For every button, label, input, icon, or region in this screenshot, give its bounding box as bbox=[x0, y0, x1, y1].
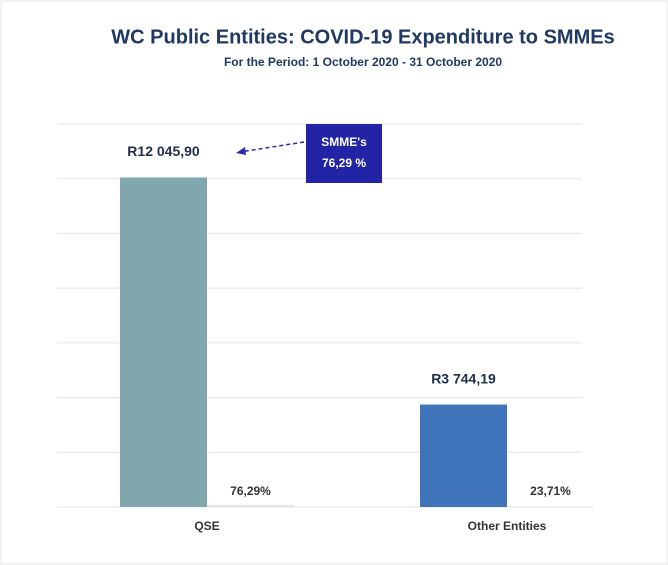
x-tick-label: QSE bbox=[194, 519, 219, 533]
x-tick-label: Other Entities bbox=[468, 519, 547, 533]
bar bbox=[420, 404, 507, 507]
annotation-text: 76,29 % bbox=[322, 156, 366, 170]
plot-area: QSE R12 045,90 76,29% Other Entities R3 744,… bbox=[57, 123, 594, 533]
data-label: R12 045,90 bbox=[127, 143, 200, 159]
data-label: R3 744,19 bbox=[431, 370, 496, 386]
annotation-text: SMME's bbox=[321, 135, 367, 149]
arrow-head bbox=[236, 147, 246, 155]
chart-subtitle: For the Period: 1 October 2020 - 31 Octo… bbox=[224, 55, 502, 69]
data-label: 76,29% bbox=[230, 484, 271, 498]
annotation-box bbox=[306, 124, 382, 183]
data-label: 23,71% bbox=[530, 484, 571, 498]
annotation-arrow bbox=[239, 141, 305, 153]
bar bbox=[207, 504, 294, 507]
chart-title: WC Public Entities: COVID-19 Expenditure… bbox=[111, 26, 614, 48]
bar bbox=[507, 506, 594, 508]
bar bbox=[120, 177, 207, 507]
